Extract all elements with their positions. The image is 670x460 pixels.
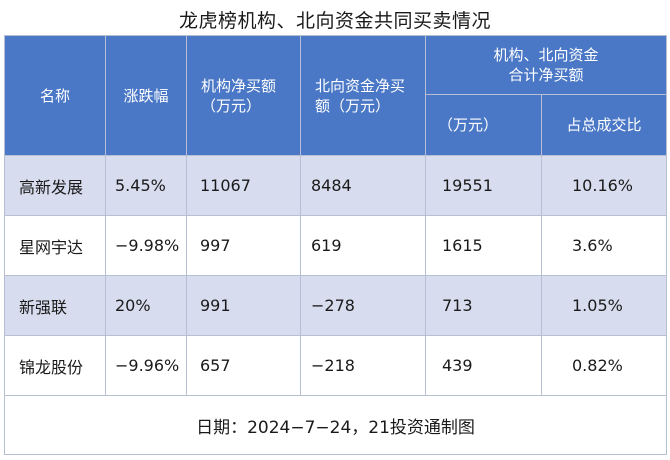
table-footer-row: 日期：2024−7−24，21投资通制图 <box>3 395 668 455</box>
header-share: 占总成交比 <box>540 94 668 156</box>
cell-northbound: −218 <box>300 335 426 396</box>
header-institution-line2: （万元） <box>201 96 262 115</box>
cell-change: 5.45% <box>105 155 187 216</box>
header-combined-net-buy: 机构、北向资金 合计净买额 <box>424 35 668 95</box>
cell-name: 锦龙股份 <box>4 335 106 396</box>
header-institution-net-buy: 机构净买额 （万元） <box>186 35 301 156</box>
cell-name: 新强联 <box>4 275 106 336</box>
cell-combined: 439 <box>425 335 542 396</box>
cell-northbound: −278 <box>300 275 426 336</box>
header-northbound-line1: 北向资金净买 <box>315 76 406 95</box>
cell-change: −9.98% <box>105 215 187 276</box>
table-row: 新强联 20% 991 −278 713 1.05% <box>4 275 668 336</box>
header-northbound-net-buy: 北向资金净买 额（万元） <box>300 35 426 156</box>
cell-institution: 657 <box>186 335 301 396</box>
cell-share: 0.82% <box>540 335 668 396</box>
cell-change: −9.96% <box>105 335 187 396</box>
header-combined-line2: 合计净买额 <box>508 66 584 84</box>
cell-combined: 19551 <box>425 155 542 216</box>
cell-name: 高新发展 <box>4 155 106 216</box>
cell-share: 3.6% <box>540 215 668 276</box>
cell-change: 20% <box>105 275 187 336</box>
header-northbound-line2: 额（万元） <box>315 96 391 115</box>
header-combined-unit: （万元） <box>425 94 542 156</box>
header-institution-line1: 机构净买额 <box>201 76 277 95</box>
cell-institution: 991 <box>186 275 301 336</box>
cell-combined: 713 <box>425 275 542 336</box>
cell-northbound: 619 <box>300 215 426 276</box>
cell-combined: 1615 <box>425 215 542 276</box>
table-row: 星网宇达 −9.98% 997 619 1615 3.6% <box>4 215 668 276</box>
footer-note: 日期：2024−7−24，21投资通制图 <box>3 395 668 455</box>
data-table: 名称 涨跌幅 机构净买额 （万元） 北向资金净买 额（万元） 机构、北向资金 合… <box>3 35 668 455</box>
table-title: 龙虎榜机构、北向资金共同买卖情况 <box>178 10 491 32</box>
cell-share: 1.05% <box>540 275 668 336</box>
cell-name: 星网宇达 <box>4 215 106 276</box>
table-row: 高新发展 5.45% 11067 8484 19551 10.16% <box>4 155 668 216</box>
table-row: 锦龙股份 −9.96% 657 −218 439 0.82% <box>4 335 668 396</box>
header-combined-line1: 机构、北向资金 <box>493 46 599 64</box>
header-name: 名称 <box>4 35 106 156</box>
cell-share: 10.16% <box>540 155 668 216</box>
cell-institution: 11067 <box>186 155 301 216</box>
cell-institution: 997 <box>186 215 301 276</box>
header-change: 涨跌幅 <box>105 35 187 156</box>
cell-northbound: 8484 <box>300 155 426 216</box>
